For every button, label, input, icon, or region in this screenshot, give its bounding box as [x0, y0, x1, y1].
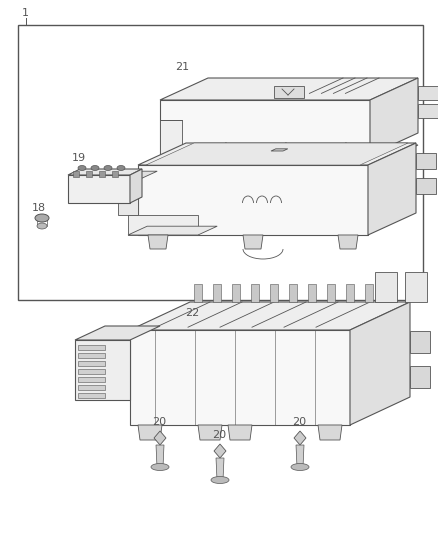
- Polygon shape: [99, 171, 105, 177]
- Polygon shape: [78, 385, 105, 390]
- Polygon shape: [118, 180, 138, 215]
- Text: 20: 20: [212, 430, 226, 440]
- Text: 20: 20: [152, 417, 166, 427]
- Polygon shape: [346, 284, 354, 302]
- Polygon shape: [405, 272, 427, 302]
- Polygon shape: [68, 169, 142, 175]
- Polygon shape: [289, 284, 297, 302]
- Polygon shape: [78, 377, 105, 382]
- Polygon shape: [375, 272, 397, 302]
- Ellipse shape: [37, 223, 47, 229]
- Polygon shape: [154, 431, 166, 445]
- Ellipse shape: [117, 166, 125, 171]
- Polygon shape: [68, 175, 130, 203]
- Polygon shape: [327, 284, 335, 302]
- Ellipse shape: [78, 166, 86, 171]
- Polygon shape: [274, 86, 304, 98]
- Text: 22: 22: [185, 308, 199, 318]
- Polygon shape: [156, 445, 164, 467]
- Polygon shape: [251, 284, 259, 302]
- Polygon shape: [73, 171, 79, 177]
- Polygon shape: [194, 284, 202, 302]
- Polygon shape: [130, 169, 142, 203]
- Text: 1: 1: [22, 8, 29, 18]
- Polygon shape: [228, 425, 252, 440]
- Polygon shape: [270, 284, 278, 302]
- Polygon shape: [160, 120, 182, 155]
- Polygon shape: [418, 86, 438, 100]
- Polygon shape: [410, 366, 430, 388]
- Polygon shape: [338, 235, 358, 249]
- Polygon shape: [118, 171, 157, 180]
- Polygon shape: [370, 78, 418, 155]
- Text: 19: 19: [72, 153, 86, 163]
- Polygon shape: [232, 284, 240, 302]
- Polygon shape: [416, 178, 436, 194]
- Polygon shape: [138, 425, 162, 440]
- Polygon shape: [112, 171, 118, 177]
- Polygon shape: [78, 361, 105, 366]
- Polygon shape: [75, 340, 130, 400]
- Ellipse shape: [35, 214, 49, 222]
- Ellipse shape: [104, 166, 112, 171]
- Polygon shape: [78, 345, 105, 350]
- Ellipse shape: [91, 166, 99, 171]
- Polygon shape: [78, 369, 105, 374]
- Polygon shape: [214, 444, 226, 458]
- Text: 20: 20: [292, 417, 306, 427]
- Polygon shape: [198, 425, 222, 440]
- Polygon shape: [350, 302, 410, 425]
- Polygon shape: [296, 445, 304, 467]
- Text: 18: 18: [32, 203, 46, 213]
- Polygon shape: [410, 331, 430, 353]
- Bar: [18, 25, 423, 300]
- Polygon shape: [148, 235, 168, 249]
- Polygon shape: [308, 284, 316, 302]
- Polygon shape: [128, 226, 217, 235]
- Polygon shape: [243, 235, 263, 249]
- Polygon shape: [130, 302, 410, 330]
- Polygon shape: [78, 353, 105, 358]
- Polygon shape: [160, 78, 418, 100]
- Polygon shape: [416, 153, 436, 169]
- Polygon shape: [418, 104, 438, 118]
- Polygon shape: [138, 143, 416, 165]
- Polygon shape: [130, 330, 350, 425]
- Polygon shape: [365, 284, 373, 302]
- Polygon shape: [128, 215, 198, 235]
- Polygon shape: [368, 143, 416, 235]
- Text: 21: 21: [175, 62, 189, 72]
- Polygon shape: [138, 165, 368, 235]
- Polygon shape: [75, 326, 160, 340]
- Polygon shape: [86, 171, 92, 177]
- Polygon shape: [160, 155, 370, 167]
- Polygon shape: [213, 284, 221, 302]
- Ellipse shape: [151, 464, 169, 471]
- Polygon shape: [271, 149, 288, 151]
- Polygon shape: [160, 145, 418, 167]
- Polygon shape: [78, 393, 105, 398]
- Polygon shape: [160, 100, 370, 155]
- Polygon shape: [216, 458, 224, 480]
- Polygon shape: [294, 431, 306, 445]
- Ellipse shape: [291, 464, 309, 471]
- Ellipse shape: [211, 477, 229, 483]
- Polygon shape: [146, 143, 408, 165]
- Polygon shape: [318, 425, 342, 440]
